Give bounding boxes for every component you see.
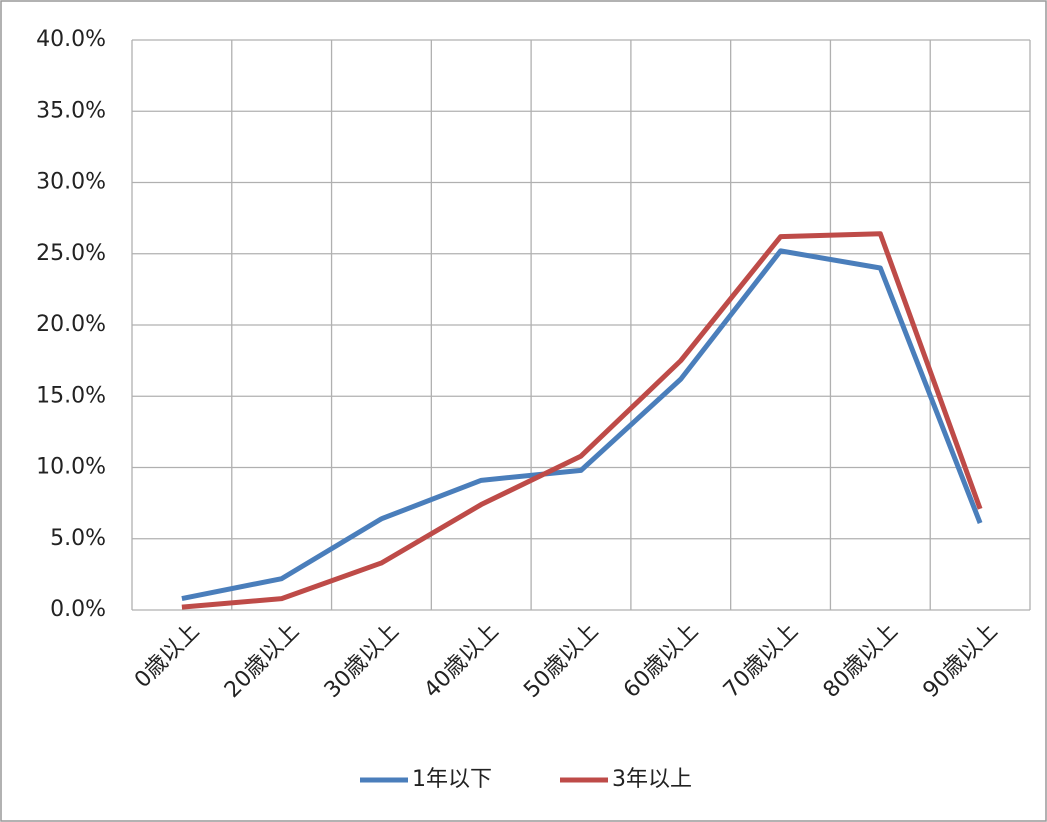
series-line <box>181 231 983 610</box>
y-tick-label: 0.0% <box>50 597 106 622</box>
legend-label: 1年以下 <box>412 767 492 792</box>
series-line <box>181 248 983 602</box>
y-tick-label: 35.0% <box>36 98 106 123</box>
legend-label: 3年以上 <box>612 767 692 792</box>
y-tick-label: 10.0% <box>36 455 106 480</box>
y-tick-label: 30.0% <box>36 170 106 195</box>
y-tick-label: 40.0% <box>36 27 106 52</box>
y-tick-label: 25.0% <box>36 241 106 266</box>
y-tick-label: 20.0% <box>36 312 106 337</box>
y-tick-label: 15.0% <box>36 383 106 408</box>
y-tick-label: 5.0% <box>50 526 106 551</box>
